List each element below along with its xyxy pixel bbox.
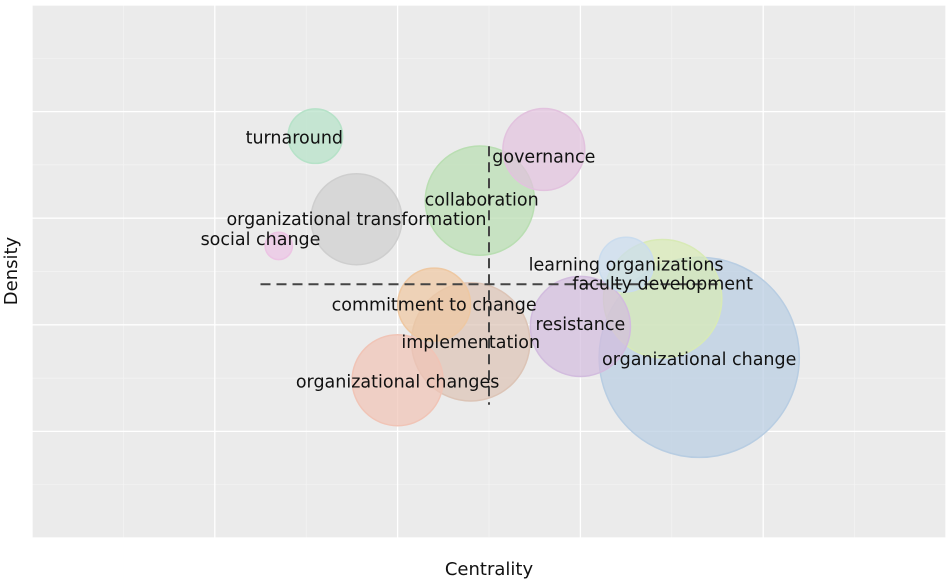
bubble-social-change xyxy=(264,231,294,261)
bubble-label-collaboration: collaboration xyxy=(425,191,539,211)
bubble-label-governance: governance xyxy=(492,147,595,167)
bubbles xyxy=(264,107,801,459)
bubble-label-social-change: social change xyxy=(201,230,321,250)
bubble-organizational-changes xyxy=(351,333,444,427)
bubble-learning-organizations xyxy=(598,236,655,293)
y-axis-title: Density xyxy=(1,236,22,305)
bubble-governance xyxy=(502,107,586,192)
bubble-turnaround xyxy=(287,108,344,165)
bubble-label-organizational-changes: organizational changes xyxy=(296,372,499,392)
bubble-resistance xyxy=(529,275,632,378)
bubble-label-organizational-change: organizational change xyxy=(602,350,796,370)
bubble-collaboration xyxy=(424,145,536,256)
bubble-label-resistance: resistance xyxy=(536,315,626,335)
reference-lines xyxy=(260,146,718,405)
bubble-labels: turnaroundgovernancecollaborationorganiz… xyxy=(201,128,797,392)
bubble-commitment-to-change xyxy=(397,267,472,342)
bubble-label-faculty-development: faculty development xyxy=(572,274,753,294)
x-axis-title: Centrality xyxy=(445,559,534,580)
bubble-label-turnaround: turnaround xyxy=(246,128,343,148)
bubble-label-organizational-transformation: organizational transformation xyxy=(226,210,486,230)
bubble-organizational-transformation xyxy=(310,173,403,266)
bubble-label-implementation: implementation xyxy=(401,333,540,353)
bubble-label-commitment-to-change: commitment to change xyxy=(332,296,537,316)
bubble-label-learning-organizations: learning organizations xyxy=(529,256,724,276)
gridlines xyxy=(31,4,947,539)
